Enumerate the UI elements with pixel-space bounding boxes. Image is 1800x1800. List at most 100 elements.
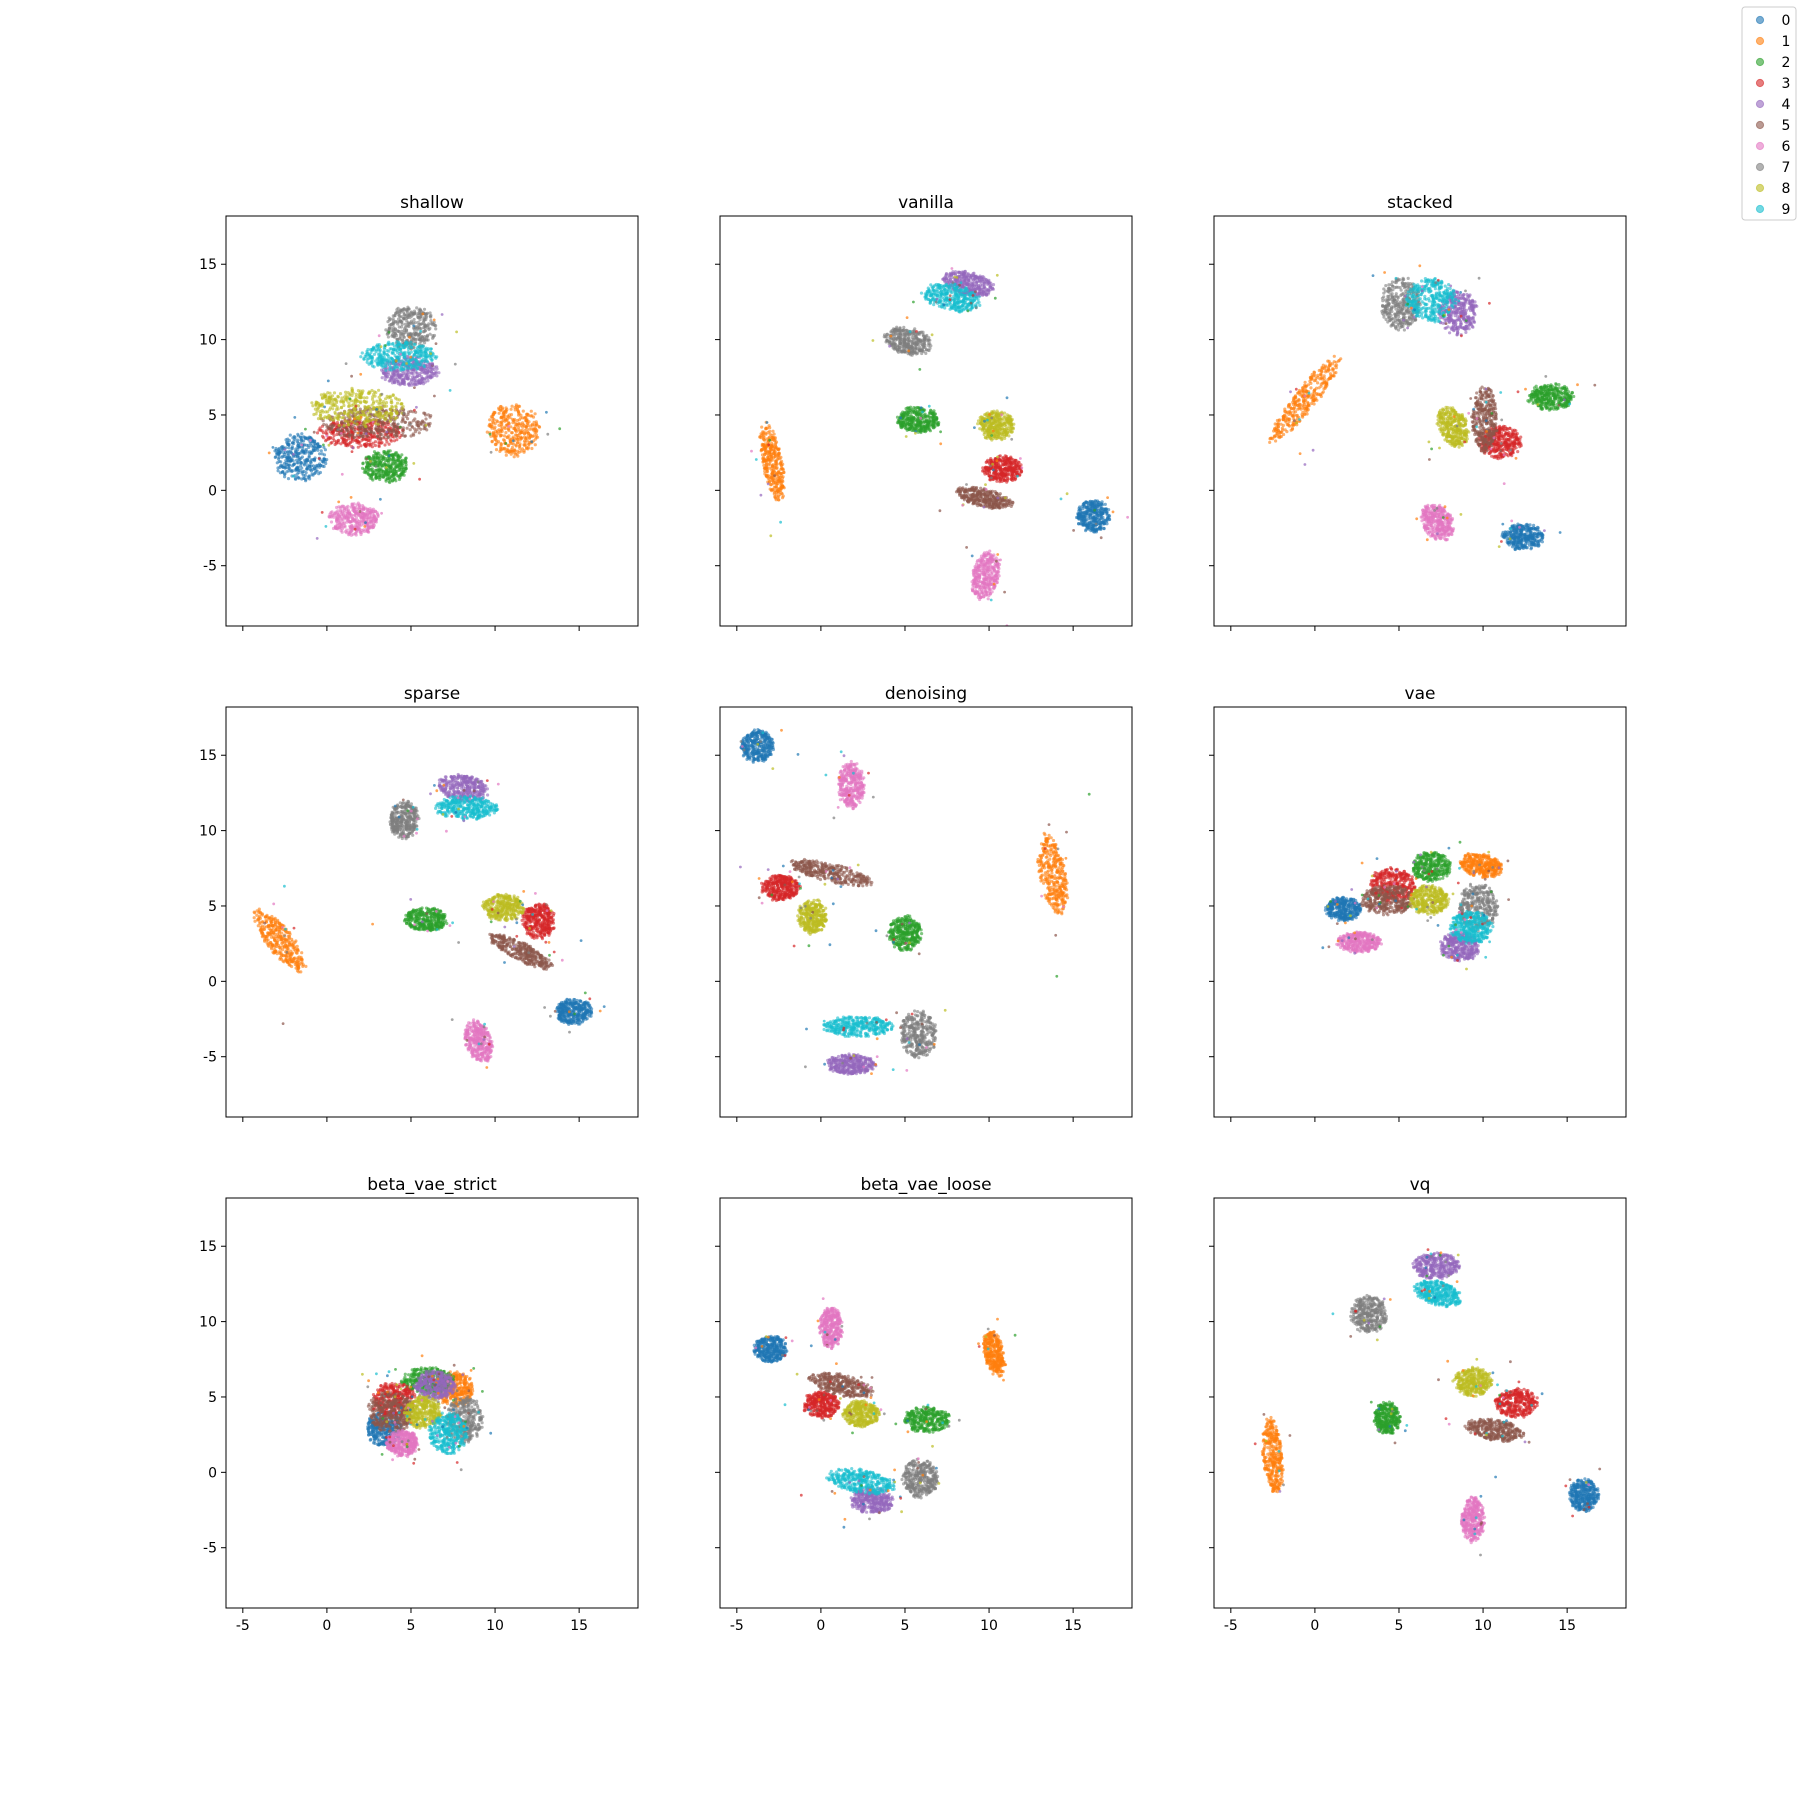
point (381, 422, 385, 426)
point (422, 365, 426, 369)
point (388, 480, 392, 485)
point (524, 418, 529, 422)
point (391, 393, 395, 398)
point (761, 460, 765, 464)
point (490, 426, 494, 430)
point (369, 524, 373, 528)
point (383, 418, 387, 422)
point (314, 468, 318, 473)
point (315, 409, 319, 413)
point (919, 429, 923, 433)
point (423, 413, 428, 417)
point (407, 307, 411, 311)
point (392, 367, 396, 371)
point (1011, 476, 1015, 480)
point (373, 509, 377, 513)
point (274, 446, 278, 451)
point (418, 308, 423, 312)
point (417, 332, 422, 336)
point (387, 454, 391, 458)
y-tick-label: 15 (199, 257, 217, 273)
point (387, 326, 391, 330)
point (365, 517, 369, 522)
point (392, 380, 397, 384)
point (1079, 522, 1083, 526)
point (397, 374, 401, 378)
point (292, 452, 295, 456)
point (437, 371, 441, 375)
point (358, 407, 362, 411)
point (1000, 471, 1004, 475)
point (906, 408, 910, 413)
point (424, 352, 428, 356)
point (403, 325, 407, 329)
point (372, 405, 376, 410)
point (512, 426, 517, 431)
point (382, 350, 386, 354)
point (1000, 463, 1004, 467)
point (376, 512, 380, 516)
point (377, 357, 381, 361)
point (558, 427, 562, 431)
point (1013, 458, 1017, 463)
point (393, 417, 397, 421)
point (367, 530, 371, 534)
point (505, 447, 509, 451)
point (780, 466, 784, 470)
point (317, 457, 321, 460)
point (402, 308, 406, 312)
point (910, 407, 914, 412)
point (1005, 457, 1010, 461)
point (410, 424, 414, 428)
point (422, 307, 427, 311)
point (336, 407, 340, 411)
point (367, 353, 371, 357)
point (322, 464, 326, 469)
point (350, 502, 354, 506)
point (1103, 502, 1107, 506)
point (331, 431, 335, 435)
point (285, 462, 289, 467)
point (781, 485, 785, 489)
point (412, 312, 417, 316)
point (315, 401, 319, 405)
point (326, 401, 330, 405)
point (408, 333, 412, 337)
point (421, 312, 425, 316)
point (383, 459, 387, 463)
point (440, 313, 444, 316)
point (433, 394, 436, 398)
point (765, 445, 769, 449)
point (361, 462, 365, 466)
point (381, 475, 385, 479)
point (354, 410, 358, 414)
point (774, 459, 778, 463)
point (410, 377, 414, 381)
point (412, 353, 416, 357)
point (394, 362, 398, 366)
point (430, 321, 434, 325)
point (304, 427, 307, 431)
point (340, 516, 344, 521)
point (404, 374, 409, 378)
point (330, 426, 334, 430)
point (1005, 461, 1009, 465)
point (1088, 499, 1092, 503)
point (356, 501, 360, 505)
point (285, 470, 289, 474)
point (361, 413, 366, 417)
point (416, 315, 420, 319)
point (313, 471, 317, 475)
point (1080, 511, 1085, 515)
point (434, 342, 438, 345)
point (394, 479, 398, 483)
point (284, 465, 288, 470)
point (370, 388, 374, 393)
point (1006, 473, 1010, 477)
point (355, 518, 359, 522)
point (385, 359, 389, 363)
point (391, 362, 395, 366)
point (374, 465, 378, 468)
point (401, 344, 405, 348)
point (762, 435, 766, 439)
